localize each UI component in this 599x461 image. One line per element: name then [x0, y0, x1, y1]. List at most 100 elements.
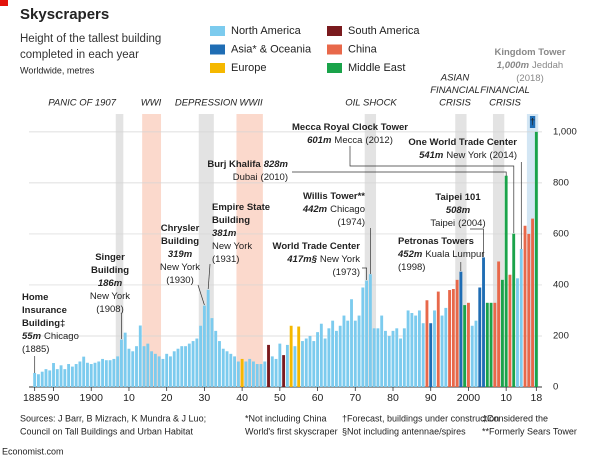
bar: [410, 313, 414, 387]
bar: [500, 279, 504, 387]
annotation: 186m: [98, 278, 123, 289]
annotation-text: (2004): [458, 218, 485, 229]
y-tick-label: 0: [553, 382, 558, 393]
annotation-text: Taipei 101: [435, 192, 481, 203]
legend-label: North America: [231, 25, 302, 37]
annotation-text: Building‡: [22, 318, 65, 329]
bar: [527, 233, 531, 387]
bar: [519, 248, 523, 387]
footnote: *Not including China: [245, 413, 327, 423]
bar: [346, 320, 350, 387]
annotation: Burj Khalifa 828m: [207, 159, 288, 170]
bar: [150, 351, 154, 387]
bar: [357, 315, 361, 387]
bar: [482, 257, 485, 387]
y-tick-label: 400: [553, 279, 569, 290]
leader-line: [207, 263, 211, 290]
annotation-text: (1908): [96, 304, 123, 315]
bar: [233, 356, 237, 387]
bar: [184, 346, 187, 387]
annotation-text: One World Trade Center: [408, 137, 517, 148]
bar: [274, 358, 278, 387]
bar: [304, 338, 308, 387]
period-label: FINANCIAL: [430, 85, 480, 96]
bar: [308, 335, 312, 387]
bar: [470, 325, 474, 387]
bar: [112, 358, 116, 387]
bar: [406, 310, 410, 387]
bar: [293, 346, 297, 387]
bar: [282, 355, 286, 387]
x-tick-label: 18: [530, 392, 542, 404]
bar: [108, 360, 112, 387]
annotation-text: Insurance: [22, 305, 67, 316]
annotation: 319m: [168, 249, 193, 260]
legend-swatch: [210, 44, 225, 55]
x-tick-label: 70: [349, 392, 361, 404]
bar: [402, 328, 406, 387]
footnote: ‡Considered the: [482, 413, 548, 423]
annotation: 55m Chicago: [22, 331, 79, 342]
annotation: Building: [212, 215, 250, 226]
bar: [391, 330, 395, 387]
bar: [55, 369, 59, 387]
bar: [365, 280, 369, 387]
period-label: WWI: [141, 98, 162, 109]
bar: [387, 335, 391, 387]
annotation: New York: [90, 291, 130, 302]
bar: [361, 287, 365, 387]
bar: [429, 323, 433, 387]
subtitle: completed in each year: [20, 49, 139, 61]
bar: [82, 356, 86, 387]
period-label: CRISIS: [489, 98, 521, 109]
bar: [131, 351, 135, 387]
bar: [497, 261, 501, 387]
annotation: (1908): [96, 304, 123, 315]
bar: [414, 315, 418, 387]
annotation-text: Chrysler: [161, 223, 200, 234]
x-tick-label: 1885: [23, 392, 47, 404]
period-band: [492, 114, 505, 387]
brand: Economist.com: [2, 446, 64, 456]
footnote: **Formerly Sears Tower: [482, 426, 577, 436]
annotation: (1931): [212, 254, 239, 265]
annotation: New York: [160, 262, 200, 273]
annotation: Building: [91, 265, 129, 276]
bar: [323, 338, 327, 387]
bar: [157, 356, 161, 387]
bar: [459, 271, 463, 387]
bar: [48, 370, 52, 387]
y-tick-label: 800: [553, 177, 569, 188]
bar: [187, 343, 191, 387]
annotation-text: Petronas Towers: [398, 236, 474, 247]
annotation: (1885): [22, 344, 49, 355]
annotation-text: 1,000m: [497, 60, 530, 71]
bar: [33, 372, 37, 387]
bar: [259, 364, 263, 387]
bar: [395, 328, 399, 387]
annotation-text: 381m: [212, 228, 237, 239]
bar: [421, 323, 425, 387]
annotation-text: (1931): [212, 254, 239, 265]
annotation-text: (2018): [516, 73, 543, 84]
leader-line: [362, 267, 367, 280]
bar: [199, 325, 203, 387]
bar: [504, 175, 508, 387]
bar: [229, 353, 233, 387]
bar: [169, 356, 172, 387]
period-label: OIL SHOCK: [345, 98, 397, 109]
annotation-text: Mecca Royal Clock Tower: [292, 122, 408, 133]
annotation-text: Building: [161, 236, 199, 247]
annotation-text: Kuala Lumpur: [425, 249, 484, 260]
annotation-text: (1930): [166, 275, 193, 286]
annotation-text: (2010): [261, 172, 288, 183]
bar: [319, 323, 323, 387]
annotation-text: 452m: [397, 249, 423, 260]
bar: [78, 361, 82, 387]
bar: [263, 361, 267, 387]
annotation: Empire State: [212, 202, 270, 213]
period-band: [142, 114, 162, 387]
legend-swatch: [327, 63, 342, 73]
annotation: New York: [212, 241, 252, 252]
bar: [44, 369, 48, 387]
